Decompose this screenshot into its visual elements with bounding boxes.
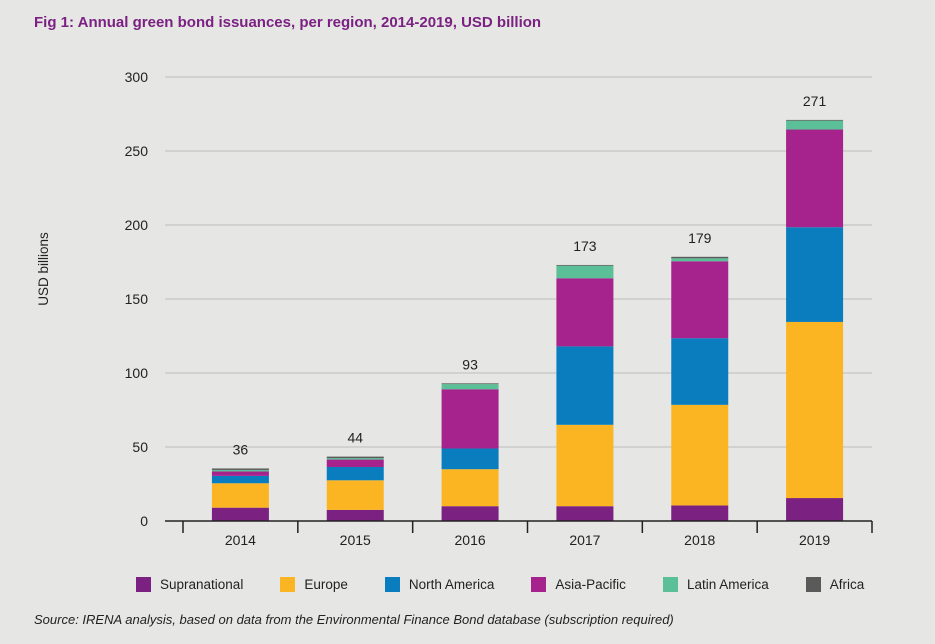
total-label: 44: [347, 430, 363, 446]
bar-segment: [441, 384, 499, 390]
x-tick-label: 2019: [799, 532, 830, 548]
bar-segment: [441, 448, 499, 470]
bar-segment: [441, 389, 499, 449]
legend-item: Supranational: [136, 577, 243, 592]
total-label: 93: [462, 356, 478, 372]
legend-label: Africa: [829, 577, 865, 592]
legend-swatch: [805, 577, 821, 592]
bar-segment: [556, 278, 614, 347]
bar-segment: [786, 119, 844, 121]
x-tick-label: 2016: [455, 532, 486, 548]
stacked-bar-chart: 0 50 100 150 200 250 300 USD billions 36 2014 44 20…: [36, 69, 873, 548]
bar-segment: [671, 505, 729, 521]
legend-item: Asia-Pacific: [531, 577, 626, 592]
chart-title: Fig 1: Annual green bond issuances, per …: [34, 14, 542, 31]
bar-segment: [556, 424, 614, 507]
bar-segment: [786, 120, 844, 130]
x-tick-label: 2017: [569, 532, 600, 548]
bar-segment: [671, 261, 729, 339]
bar-segment: [211, 471, 269, 476]
legend-item: Latin America: [662, 577, 769, 592]
legend-swatch: [280, 577, 296, 592]
legend-label: Latin America: [686, 577, 769, 592]
total-label: 36: [233, 441, 249, 457]
legend-item: North America: [384, 577, 495, 592]
bar-segment: [326, 458, 384, 460]
legend-swatch: [531, 577, 547, 592]
y-tick-label: 150: [125, 291, 149, 307]
bar-segment: [211, 475, 269, 484]
legend-swatch: [384, 577, 400, 592]
bar-segment: [671, 404, 729, 506]
bar-segment: [671, 256, 729, 259]
legend-item: Africa: [805, 577, 865, 592]
bar-segment: [556, 346, 614, 425]
bar-segment: [326, 456, 384, 459]
bar-segment: [786, 498, 844, 521]
bar-segment: [441, 506, 499, 521]
bar-segment: [556, 506, 614, 521]
y-tick-label: 200: [125, 217, 149, 233]
chart-legend: Supranational Europe North America Asia-Pac…: [136, 577, 864, 592]
total-label: 173: [573, 238, 597, 254]
legend-label: North America: [408, 577, 495, 592]
bar-segment: [211, 507, 269, 521]
x-tick-label: 2015: [340, 532, 371, 548]
bar-segment: [326, 459, 384, 467]
x-tick-label: 2018: [684, 532, 715, 548]
total-label: 271: [803, 93, 827, 109]
bar-segment: [786, 227, 844, 322]
y-tick-label: 50: [132, 439, 148, 455]
bar-segment: [211, 468, 269, 470]
y-tick-label: 250: [125, 143, 149, 159]
bar-segment: [211, 469, 269, 472]
bar-segment: [326, 509, 384, 521]
bar-segment: [326, 480, 384, 510]
bar-segment: [671, 258, 729, 262]
bar-segment: [211, 483, 269, 508]
legend-swatch: [662, 577, 678, 592]
legend-label: Asia-Pacific: [555, 577, 626, 592]
bar-segment: [786, 321, 844, 499]
legend-swatch: [136, 577, 151, 592]
y-tick-label: 0: [140, 513, 148, 529]
x-tick-label: 2014: [225, 532, 256, 548]
bar-segment: [671, 338, 729, 405]
bar-segment: [441, 469, 499, 507]
legend-label: Europe: [304, 577, 348, 592]
legend-item: Europe: [280, 577, 348, 592]
y-tick-label: 100: [125, 365, 149, 381]
bar-segment: [326, 466, 384, 481]
total-label: 179: [688, 230, 712, 246]
legend-label: Supranational: [160, 577, 244, 592]
bar-segment: [556, 265, 614, 279]
bar-segment: [786, 129, 844, 228]
y-axis-label: USD billions: [36, 232, 51, 306]
bar-segment: [556, 264, 614, 266]
source-note: Source: IRENA analysis, based on data fr…: [34, 612, 674, 627]
bar-segment: [441, 383, 499, 385]
y-tick-label: 300: [125, 69, 149, 85]
